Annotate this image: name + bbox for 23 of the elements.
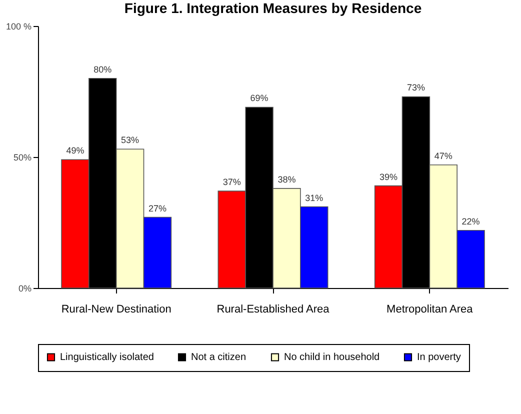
y-tick-label: 50% [13, 152, 32, 162]
y-tick-label: 100 % [6, 22, 32, 32]
data-label: 47% [434, 150, 452, 161]
legend-label: In poverty [417, 352, 461, 364]
x-tick-label: Rural-Established Area [216, 304, 330, 316]
data-label: 53% [121, 135, 140, 146]
data-label: 22% [462, 216, 480, 226]
data-label: 49% [66, 146, 84, 156]
x-tick-label: Rural-New Destination [61, 304, 172, 316]
data-label: 69% [250, 93, 268, 104]
data-label: 73% [406, 82, 425, 93]
legend-label: No child in household [284, 352, 380, 364]
legend-label: Linguistically isolated [60, 352, 154, 364]
data-label: 39% [380, 172, 398, 182]
data-label: 27% [148, 203, 166, 214]
chart-title: Figure 1. Integration Measures by Residence [124, 0, 422, 16]
data-label: 80% [94, 64, 112, 74]
data-label: 38% [278, 174, 296, 184]
data-label: 31% [305, 192, 324, 203]
x-tick-label: Metropolitan Area [386, 304, 474, 316]
y-tick-label: 0% [18, 284, 32, 294]
data-label: 37% [222, 177, 241, 188]
legend-label: Not a citizen [191, 352, 246, 364]
